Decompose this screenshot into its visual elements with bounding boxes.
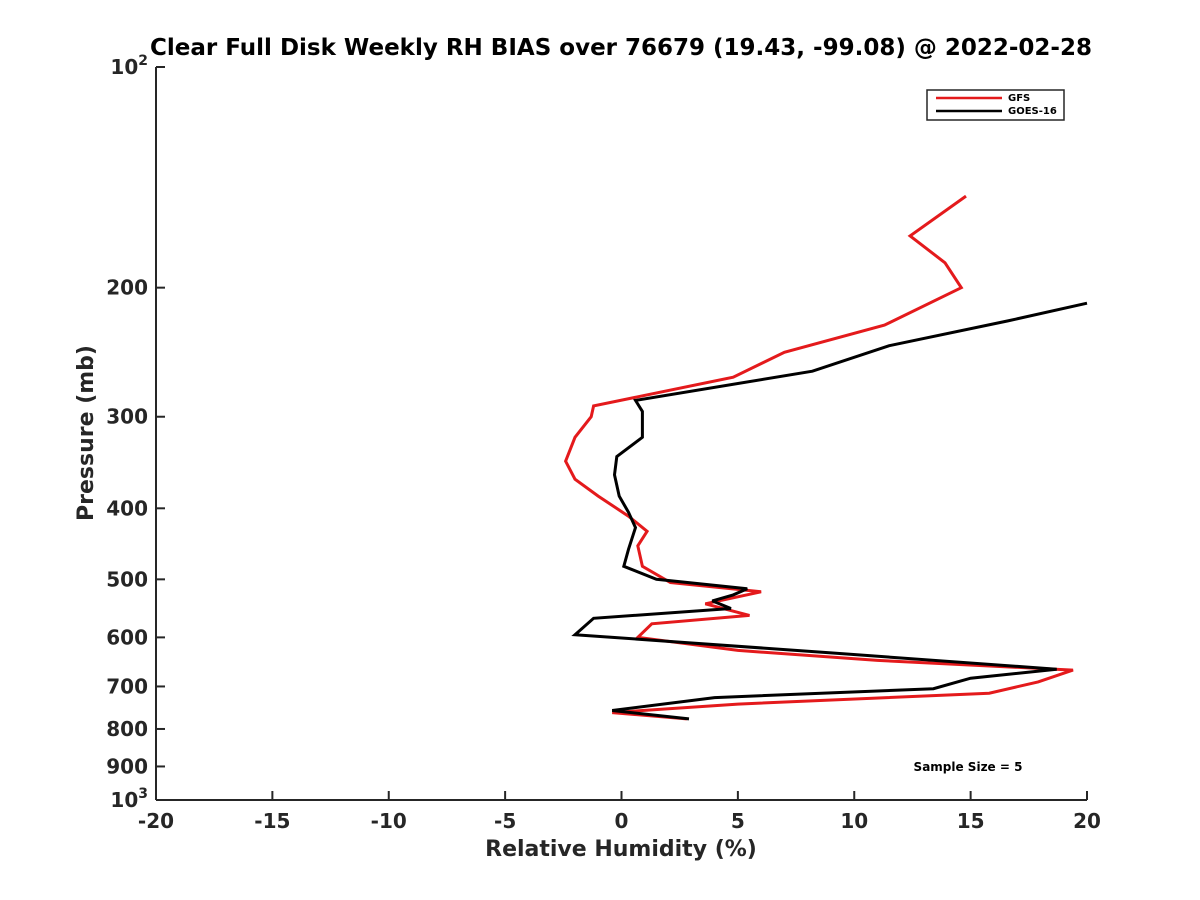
sample-size-annotation: Sample Size = 5 (914, 760, 1023, 774)
y-tick-label: 700 (106, 674, 148, 698)
y-tick-label: 800 (106, 717, 148, 741)
series-line-gfs (563, 194, 1074, 721)
x-ticks: -20 -15 -10 -5 0 5 10 15 20 (138, 791, 1101, 833)
y-tick-label: 200 (106, 276, 148, 300)
series-line-goes16 (571, 301, 1088, 721)
x-tick-label: 0 (615, 809, 629, 833)
x-axis-label: Relative Humidity (%) (485, 837, 757, 862)
chart-title: Clear Full Disk Weekly RH BIAS over 7667… (150, 35, 1092, 61)
series-layer (563, 194, 1088, 721)
x-tick-label: -20 (138, 809, 174, 833)
x-tick-label: -15 (254, 809, 290, 833)
x-tick-label: 5 (731, 809, 745, 833)
x-tick-label: 20 (1073, 809, 1101, 833)
x-tick-label: 10 (840, 809, 868, 833)
x-tick-label: -5 (494, 809, 516, 833)
y-tick-label: 600 (106, 625, 148, 649)
legend-label-gfs: GFS (1008, 93, 1030, 104)
legend: GFS GOES-16 (926, 89, 1065, 121)
x-tick-label: 15 (957, 809, 985, 833)
legend-label-goes16: GOES-16 (1008, 106, 1057, 117)
y-tick-label: 400 (106, 496, 148, 520)
y-tick-label: 300 (106, 405, 148, 429)
y-tick-label: 900 (106, 754, 148, 778)
x-tick-label: -10 (371, 809, 407, 833)
legend-box (926, 89, 1065, 121)
y-axis-label: Pressure (mb) (74, 345, 99, 521)
y-tick-label: 500 (106, 567, 148, 591)
